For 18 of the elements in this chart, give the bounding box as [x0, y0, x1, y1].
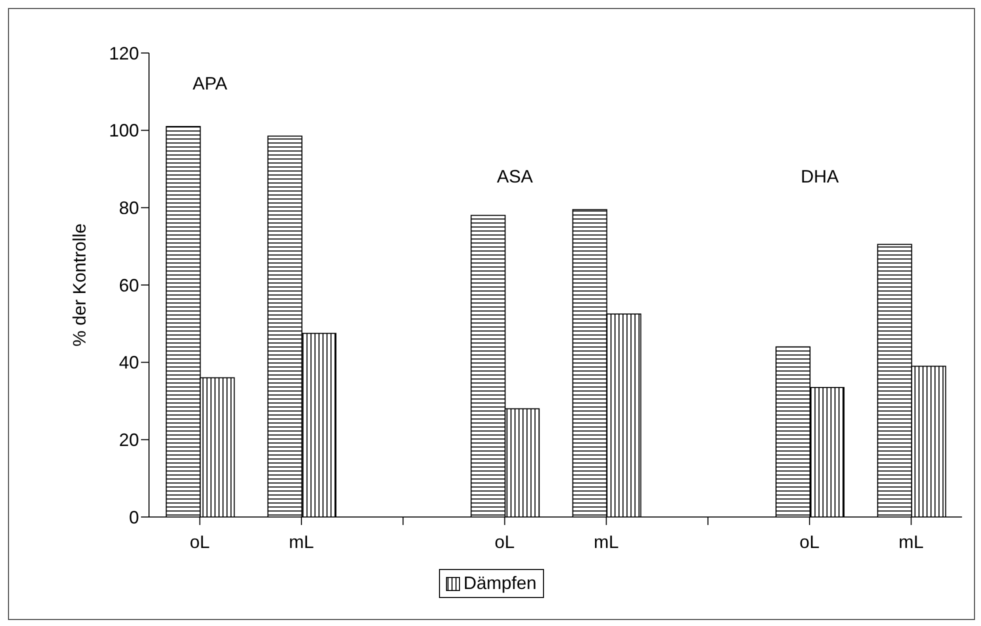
- legend-label: Dämpfen: [462, 573, 537, 594]
- y-tick-label: 40: [118, 352, 139, 373]
- x-tick-label: oL: [190, 532, 210, 552]
- y-tick-label: 0: [128, 507, 139, 528]
- x-tick-label: mL: [594, 532, 619, 552]
- y-axis-title: % der Kontrolle: [69, 223, 90, 347]
- y-tick-label: 20: [118, 430, 139, 450]
- annotation: DHA: [800, 166, 839, 188]
- annotation: ASA: [496, 166, 533, 188]
- x-tick-label: mL: [288, 532, 314, 552]
- x-tick-label: mL: [898, 532, 924, 552]
- y-tick-label: 100: [108, 120, 139, 141]
- y-tick-label: 80: [118, 198, 139, 218]
- y-tick-label: 120: [108, 43, 139, 64]
- x-tick-label: oL: [494, 532, 515, 552]
- x-tick-label: oL: [800, 532, 820, 552]
- annotation: APA: [192, 73, 228, 94]
- y-tick-label: 60: [118, 275, 139, 296]
